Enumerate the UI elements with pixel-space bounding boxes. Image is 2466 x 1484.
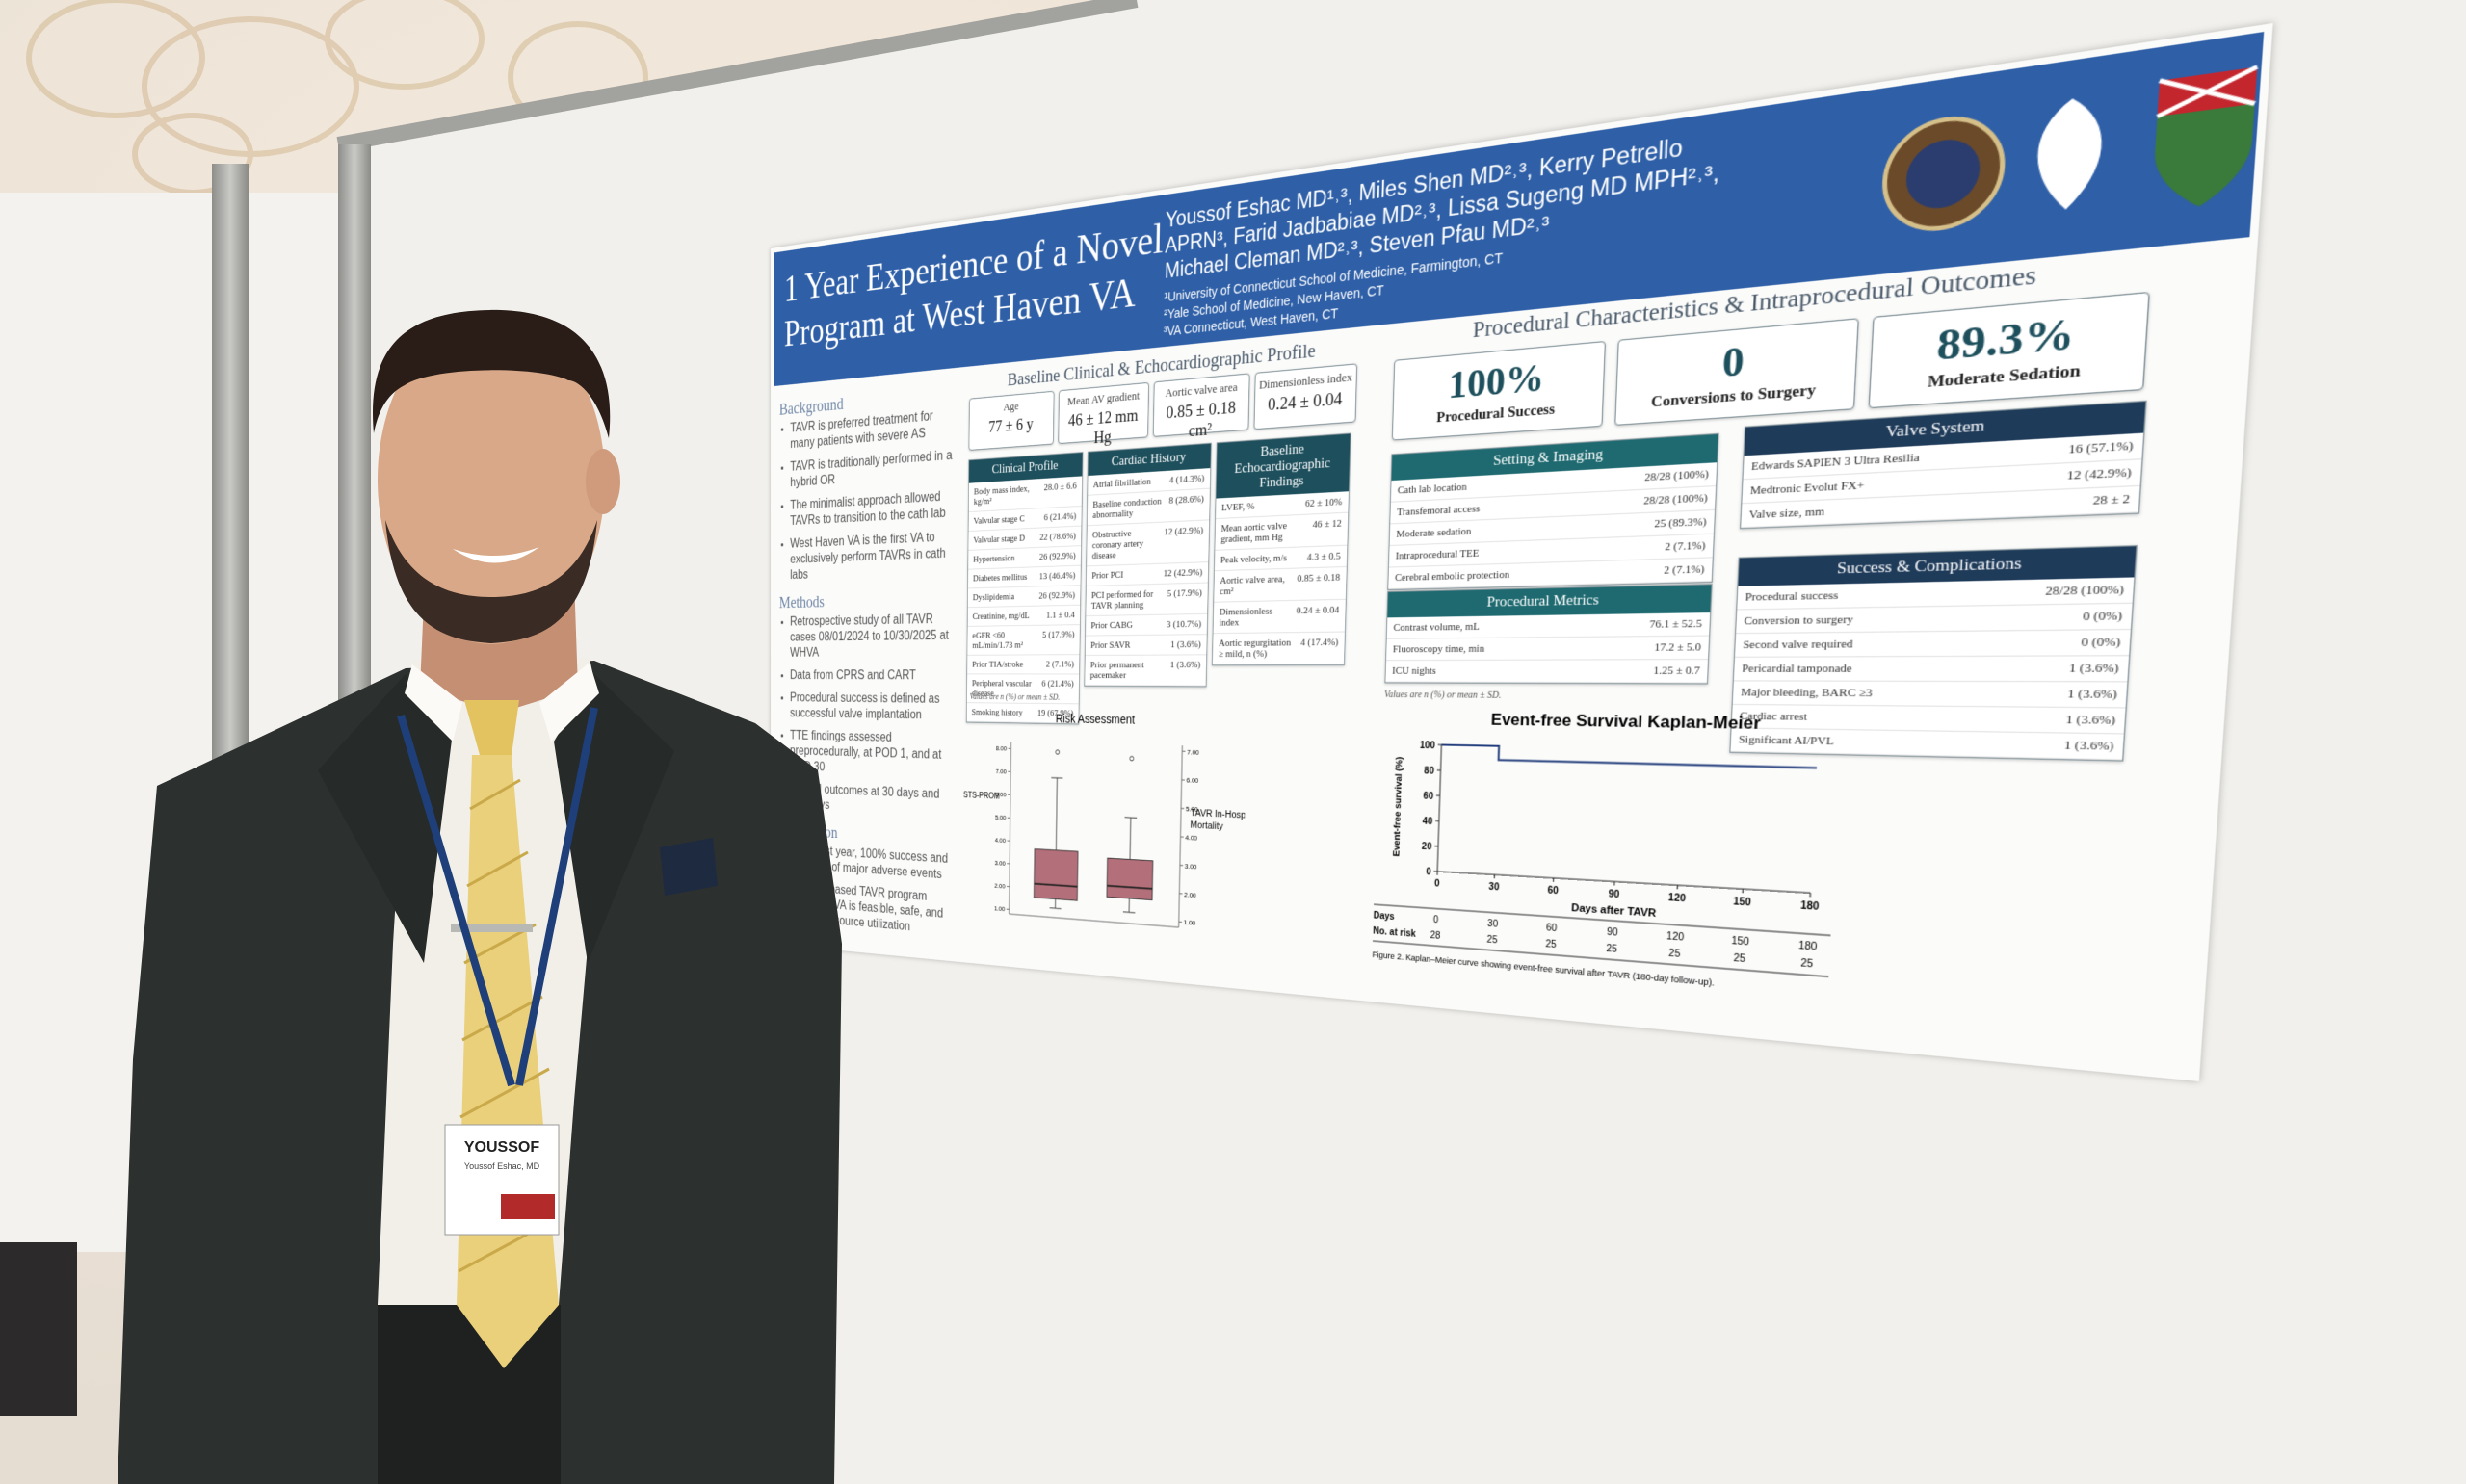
axis-label: Mortality <box>1190 819 1223 832</box>
days-cell: 30 <box>1487 920 1498 930</box>
at-risk-cell: 28 <box>1430 931 1441 942</box>
tie-knot <box>464 700 519 755</box>
risk-chart: Risk Assessment 1.00 2.00 3.00 4.00 5.00 6.00 7… <box>963 713 1247 950</box>
days-cell: 180 <box>1798 941 1818 952</box>
y-tick-label: 5.00 <box>1186 806 1198 814</box>
x-tick-label: 90 <box>1608 890 1619 900</box>
x-tick-label: 180 <box>1800 901 1820 913</box>
y-tick-label: 6.00 <box>995 792 1006 799</box>
row-label: Days <box>1374 912 1395 923</box>
y-tick-label: 7.00 <box>995 768 1006 776</box>
chart-title: Event-free Survival Kaplan-Meier <box>1491 711 1762 733</box>
lapel-left <box>318 674 453 963</box>
chart-title: Risk Assessment <box>1056 713 1136 727</box>
at-risk-cell: 25 <box>1800 959 1814 971</box>
at-risk-cell: 25 <box>1486 935 1497 946</box>
beard <box>385 520 597 643</box>
axis-label: Days after TAVR <box>1571 901 1657 920</box>
y-tick-label: 6.00 <box>1186 777 1198 785</box>
y-tick-label: 3.00 <box>1185 863 1197 872</box>
smile <box>453 547 539 563</box>
days-cell: 90 <box>1607 927 1618 938</box>
days-cell: 120 <box>1666 932 1685 944</box>
badge-name: YOUSSOF <box>464 1139 539 1156</box>
row-label: No. at risk <box>1373 927 1416 940</box>
y-tick-label: 60 <box>1423 792 1433 801</box>
y-tick-label: 4.00 <box>1185 835 1197 844</box>
km-chart: Event-free Survival Kaplan-Meier 0 20 40 60 8… <box>1367 711 1906 989</box>
y-tick-label: 0 <box>1426 868 1431 877</box>
hair <box>373 309 611 438</box>
background-person <box>0 1242 77 1416</box>
x-tick-label: 30 <box>1488 883 1499 894</box>
pocket-square <box>660 838 718 896</box>
at-risk-cell: 25 <box>1606 945 1617 955</box>
y-tick-label: 3.00 <box>994 861 1005 869</box>
days-cell: 150 <box>1731 937 1749 949</box>
y-tick-label: 5.00 <box>995 815 1006 822</box>
y-tick-label: 2.00 <box>1184 892 1196 900</box>
x-tick-label: 60 <box>1547 886 1559 897</box>
y-tick-label: 7.00 <box>1187 749 1199 757</box>
y-tick-label: 4.00 <box>995 838 1006 846</box>
x-tick-label: 0 <box>1434 879 1440 889</box>
at-risk-cell: 25 <box>1668 949 1681 959</box>
days-cell: 60 <box>1546 924 1558 934</box>
face <box>378 315 605 644</box>
poster: 1 Year Experience of a Novel Program at … <box>771 22 2273 1081</box>
badge-logo <box>501 1194 555 1219</box>
at-risk-cell: 25 <box>1733 953 1745 965</box>
axis-label: STS-PROM <box>963 792 1000 801</box>
y-tick-label: 40 <box>1423 818 1433 827</box>
y-tick-label: 2.00 <box>994 883 1005 891</box>
lanyard <box>397 707 598 1087</box>
y-tick-label: 1.00 <box>994 906 1005 914</box>
tie-clip <box>451 924 533 932</box>
at-risk-cell: 25 <box>1545 940 1557 950</box>
chandelier <box>26 0 648 195</box>
x-tick-label: 120 <box>1668 894 1687 905</box>
y-tick-label: 8.00 <box>996 746 1007 754</box>
days-cell: 0 <box>1433 916 1439 925</box>
axis-label: TAVR In-Hospital <box>1191 807 1247 821</box>
y-tick-label: 100 <box>1420 742 1435 751</box>
axis-label: Event-free survival (%) <box>1393 757 1405 857</box>
y-tick-label: 80 <box>1424 767 1434 776</box>
x-tick-label: 150 <box>1733 898 1751 909</box>
y-tick-label: 1.00 <box>1183 920 1195 928</box>
board-frame <box>336 0 1139 152</box>
ear <box>586 449 620 514</box>
collar-left <box>405 664 462 742</box>
badge-subtitle: Youssof Eshac, MD <box>464 1161 540 1171</box>
collar-right <box>539 663 599 742</box>
y-tick-label: 20 <box>1422 843 1432 852</box>
